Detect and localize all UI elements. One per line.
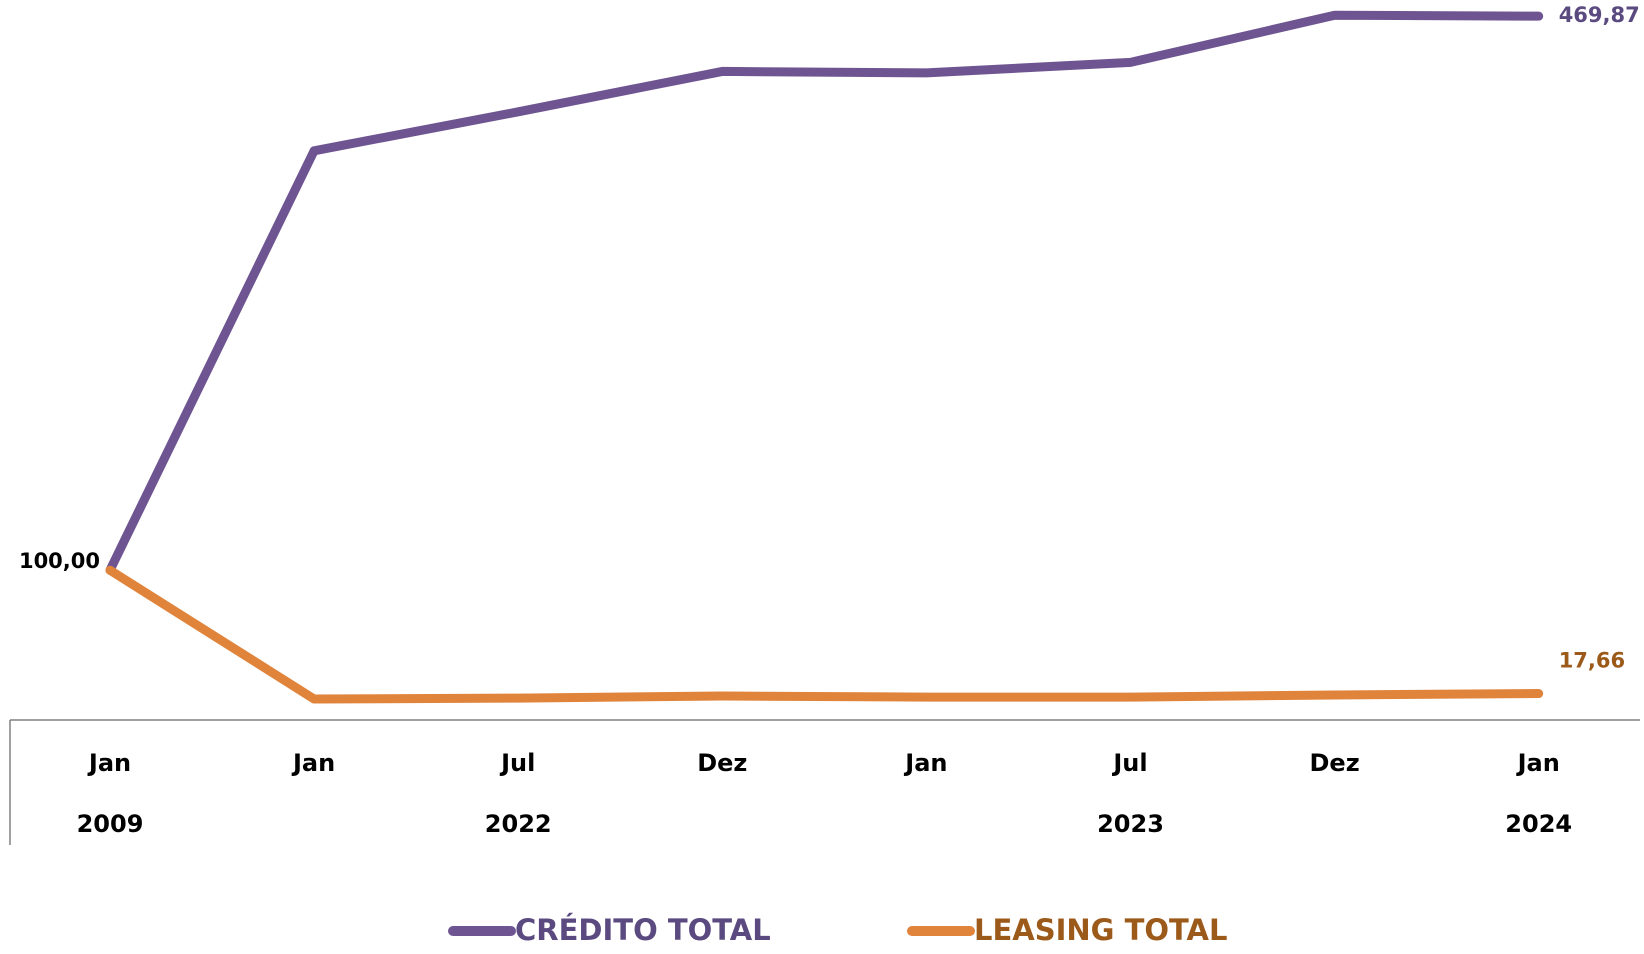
x-tick-label: Jan: [291, 749, 335, 777]
series-line: [105, 10, 1544, 575]
x-tick-label: Jul: [499, 749, 535, 777]
x-tick-label: Jan: [903, 749, 947, 777]
x-group-label: 2023: [1097, 810, 1164, 838]
x-tick-label: Dez: [1310, 749, 1360, 777]
x-tick-label: Jan: [1516, 749, 1560, 777]
data-label: 469,87: [1559, 3, 1640, 27]
x-tick-label: Jul: [1111, 749, 1147, 777]
x-group-label: 2009: [77, 810, 144, 838]
data-label: 17,66: [1559, 649, 1625, 673]
x-tick-label: Dez: [697, 749, 747, 777]
series-line: [105, 565, 1544, 704]
x-group-label: 2024: [1505, 810, 1572, 838]
legend-label: LEASING TOTAL: [974, 913, 1227, 947]
x-tick-label: Jan: [87, 749, 131, 777]
legend-label: CRÉDITO TOTAL: [515, 913, 771, 947]
data-label: 100,00: [19, 549, 100, 573]
x-group-label: 2022: [485, 810, 552, 838]
